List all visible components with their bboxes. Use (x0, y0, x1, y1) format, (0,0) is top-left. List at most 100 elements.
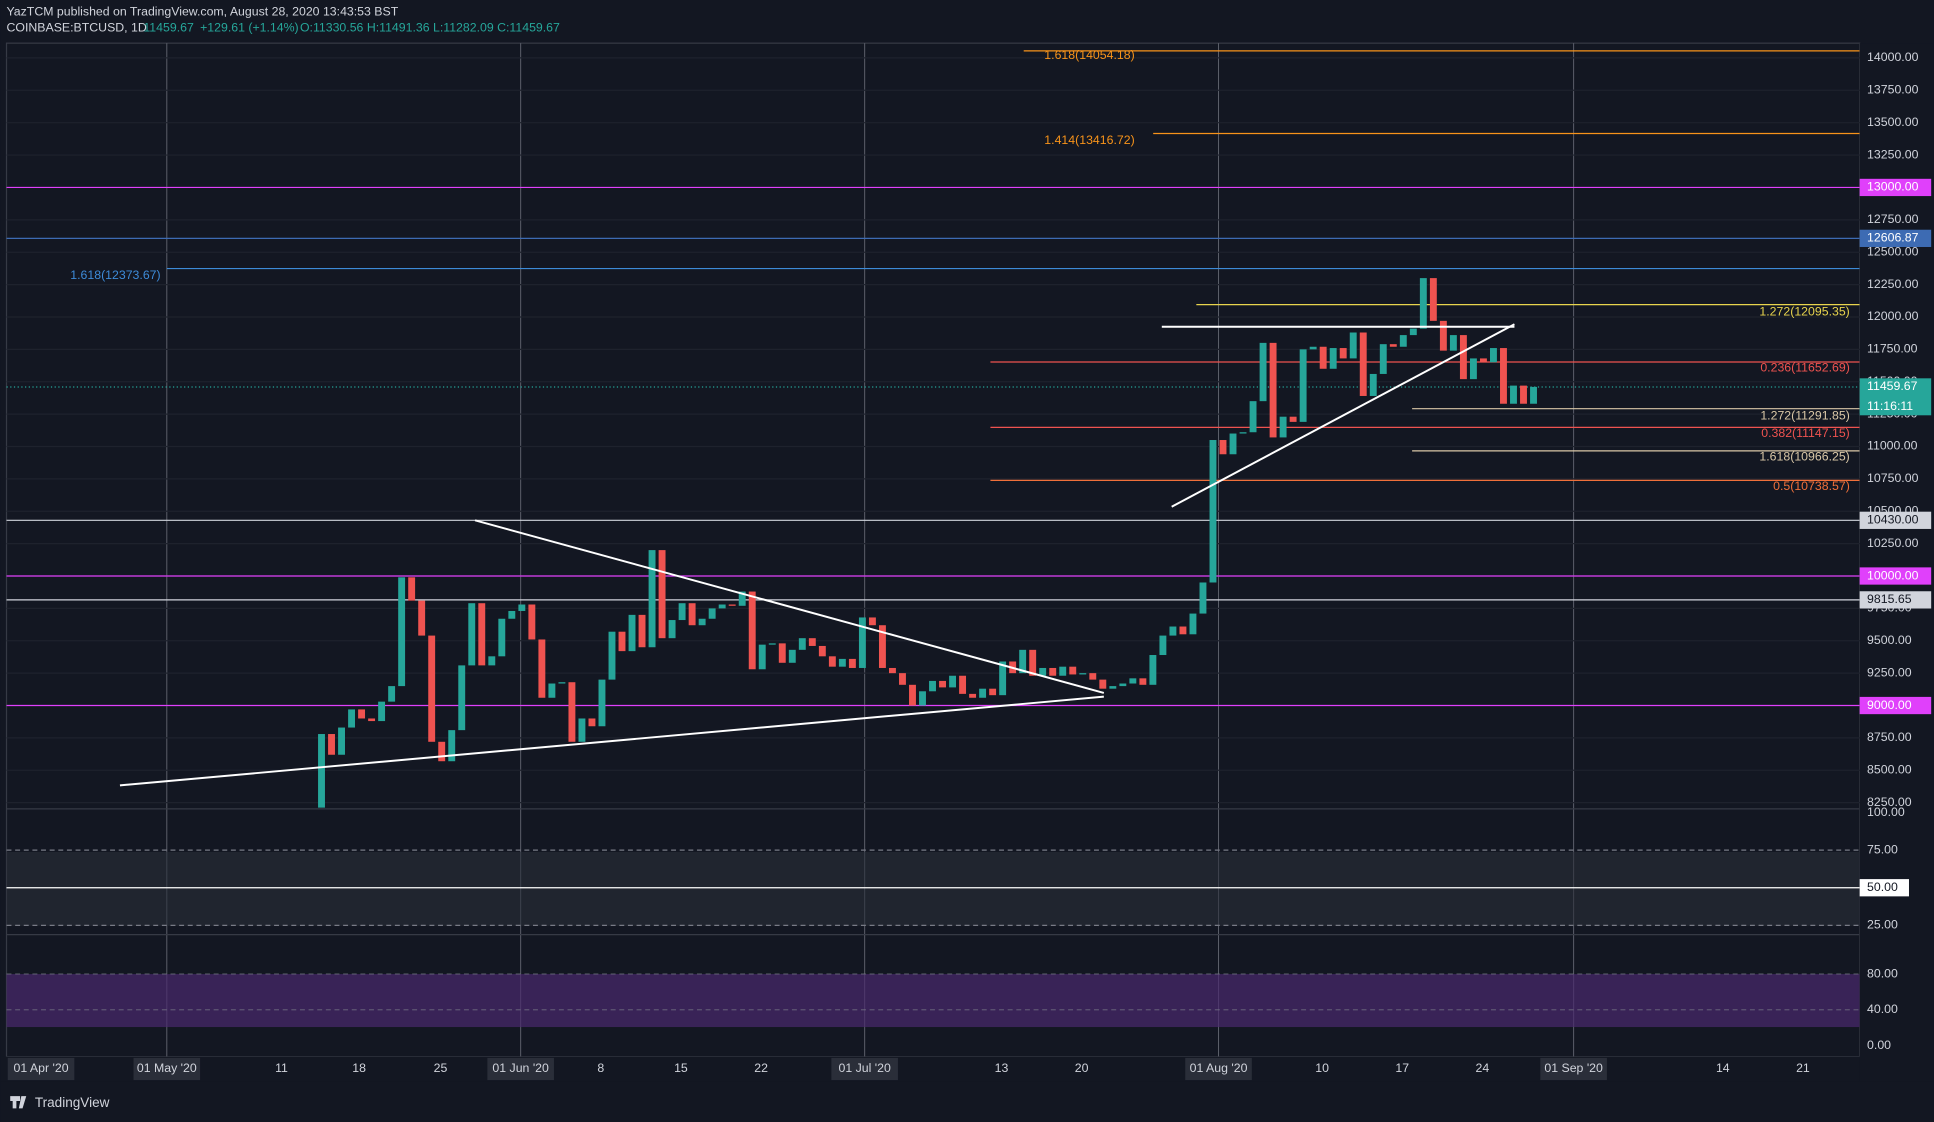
candle (708, 608, 716, 619)
candle (1349, 332, 1357, 359)
candle (518, 604, 526, 611)
level-box (1859, 696, 1932, 715)
level-label: 1.272(11291.85) (1760, 408, 1849, 422)
candle (478, 603, 486, 666)
candle (1500, 348, 1507, 404)
candle (578, 718, 586, 742)
candle (378, 701, 386, 722)
level-axis-label: 13000.00 (1867, 180, 1919, 194)
rsi-tick-label: 25.00 (1867, 918, 1898, 932)
candle (1219, 440, 1227, 455)
x-tick-label: 01 Aug '20 (1190, 1061, 1248, 1075)
candle (939, 680, 946, 688)
candle (758, 644, 766, 670)
candle (798, 638, 806, 650)
candle (688, 603, 696, 626)
candle (1019, 649, 1027, 674)
candle (1079, 673, 1087, 675)
candle (808, 638, 816, 646)
level-box (1859, 511, 1932, 529)
x-tick-label: 20 (1075, 1061, 1089, 1075)
candle (1259, 342, 1267, 402)
footer (0, 1081, 1934, 1122)
y-tick-label: 9250.00 (1867, 665, 1912, 679)
y-tick-label: 10750.00 (1867, 471, 1919, 485)
last-price: 11459.67 (143, 21, 194, 35)
candle (1099, 679, 1107, 689)
candle (858, 617, 866, 668)
level-box (1859, 567, 1932, 585)
y-tick-label: 11000.00 (1867, 439, 1918, 453)
x-tick-label: 15 (674, 1061, 688, 1075)
candle (1149, 655, 1157, 685)
candle (488, 656, 496, 666)
x-tick-label: 21 (1796, 1061, 1810, 1075)
candle (919, 691, 926, 706)
candle (398, 577, 406, 687)
candle (1229, 433, 1237, 455)
candle (658, 550, 666, 639)
candle (899, 673, 906, 685)
y-tick-label: 8500.00 (1867, 763, 1912, 777)
candle (1279, 416, 1287, 438)
candle (1049, 667, 1057, 676)
date-box (487, 1057, 554, 1081)
candle (828, 656, 836, 667)
candle (568, 682, 576, 742)
candle (999, 661, 1007, 696)
candle (1119, 683, 1127, 687)
candle (1089, 673, 1097, 680)
candle (1429, 278, 1437, 321)
level-label: 1.618(10966.25) (1759, 449, 1849, 463)
x-tick-label: 17 (1395, 1061, 1409, 1075)
candle (1379, 344, 1387, 374)
level-label: 1.618(14054.18) (1044, 48, 1134, 62)
candle (868, 617, 876, 626)
candle (538, 639, 546, 698)
candle (558, 682, 566, 684)
candle (909, 684, 916, 706)
x-tick-label: 01 Sep '20 (1544, 1061, 1603, 1075)
candle (1069, 666, 1077, 675)
x-tick-label: 01 Jun '20 (492, 1061, 549, 1075)
price-axis (1859, 43, 1934, 1082)
candle (1530, 386, 1537, 404)
candle (1369, 373, 1377, 396)
candle (848, 658, 856, 668)
level-label: 1.414(13416.72) (1044, 133, 1134, 147)
candle (1139, 678, 1147, 685)
candle (889, 667, 896, 674)
candle (1239, 432, 1247, 434)
y-tick-label: 13750.00 (1867, 83, 1919, 97)
candle (328, 734, 335, 755)
publisher: YazTCM published on TradingView.com, Aug… (7, 5, 399, 19)
level-label: 1.618(12373.67) (70, 268, 160, 282)
candle (408, 577, 416, 601)
candle (1109, 686, 1117, 689)
candle (1520, 385, 1527, 404)
candle (1129, 678, 1137, 684)
level-label: 0.5(10738.57) (1773, 479, 1850, 493)
level-axis-label: 10430.00 (1867, 513, 1919, 527)
y-tick-label: 12500.00 (1867, 244, 1919, 258)
candle (588, 718, 596, 727)
x-tick-label: 01 Apr '20 (14, 1061, 69, 1075)
y-tick-label: 10250.00 (1867, 536, 1919, 550)
candle (1399, 335, 1407, 347)
candle (1439, 320, 1447, 351)
x-tick-label: 22 (754, 1061, 768, 1075)
countdown: 11:16:11 (1867, 399, 1913, 413)
candle (528, 604, 536, 640)
candle (959, 675, 967, 694)
candle (548, 683, 556, 698)
candle (418, 600, 426, 636)
level-axis-label: 9815.65 (1867, 592, 1912, 606)
date-box (7, 1057, 75, 1081)
candle (1039, 667, 1047, 676)
current-price-box (1859, 378, 1932, 416)
rsi-tick-label: 100.00 (1867, 805, 1905, 819)
candle (348, 709, 356, 728)
y-tick-label: 12000.00 (1867, 309, 1919, 323)
x-tick-label: 25 (434, 1061, 448, 1075)
candle (1189, 613, 1197, 635)
